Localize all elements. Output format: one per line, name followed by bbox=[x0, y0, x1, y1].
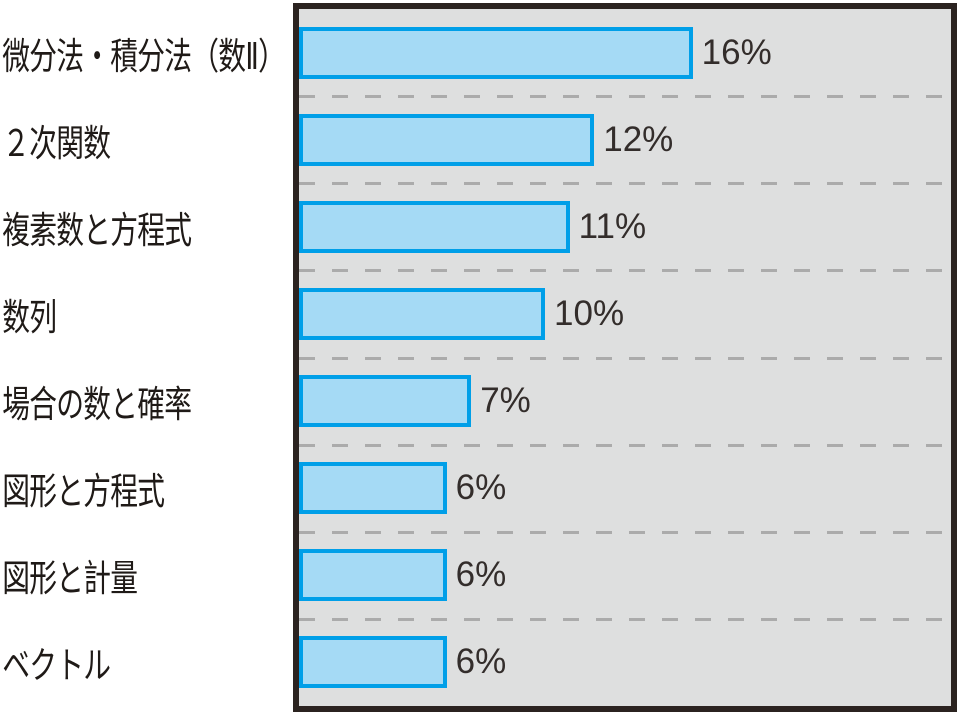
bar bbox=[299, 287, 546, 340]
category-label: 微分法・積分法（数Ⅱ） bbox=[2, 35, 286, 77]
bar bbox=[299, 462, 447, 515]
plot-area: 16% 12% 11% 10% 7% 6% 6% 6% bbox=[293, 3, 957, 712]
value-label: 6% bbox=[455, 642, 507, 682]
bar bbox=[299, 636, 447, 689]
bar bbox=[299, 26, 693, 79]
category-label: 図形と方程式 bbox=[2, 471, 165, 513]
bar bbox=[299, 200, 570, 253]
bar-row: 7% bbox=[299, 358, 951, 447]
value-label: 6% bbox=[455, 468, 507, 508]
bar-row: 6% bbox=[299, 619, 951, 706]
category-label: ２次関数 bbox=[2, 122, 111, 164]
bar-row: 6% bbox=[299, 532, 951, 621]
value-label: 7% bbox=[480, 381, 531, 421]
category-label: 数列 bbox=[2, 296, 57, 338]
bar bbox=[299, 375, 472, 428]
bar-row: 10% bbox=[299, 270, 951, 360]
bar bbox=[299, 549, 447, 602]
category-label: ベクトル bbox=[2, 645, 111, 687]
category-labels: 微分法・積分法（数Ⅱ） ２次関数複素数と方程式 数列場合の数と確率 図形と方程式 図形と… bbox=[0, 9, 293, 706]
bar-row: 6% bbox=[299, 445, 951, 534]
bar-row: 11% bbox=[299, 183, 951, 273]
category-label: 図形と計量 bbox=[2, 558, 138, 600]
bar-row: 16% bbox=[299, 9, 951, 99]
category-label: 場合の数と確率 bbox=[2, 384, 192, 426]
value-label: 16% bbox=[701, 32, 772, 72]
value-label: 10% bbox=[554, 293, 625, 333]
category-label: 複素数と方程式 bbox=[2, 209, 192, 251]
value-label: 6% bbox=[455, 555, 507, 595]
bar bbox=[299, 113, 595, 166]
value-label: 12% bbox=[603, 119, 674, 159]
bar-row: 12% bbox=[299, 96, 951, 186]
value-label: 11% bbox=[578, 206, 647, 246]
